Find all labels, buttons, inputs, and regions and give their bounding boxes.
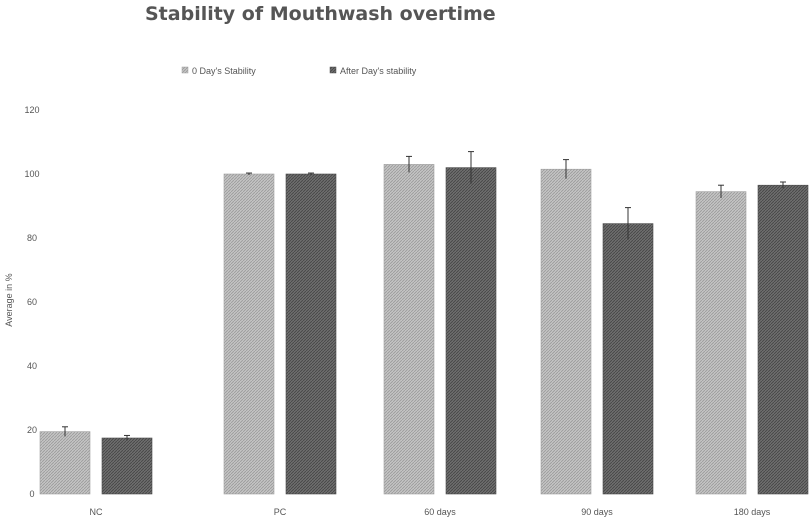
x-tick-label: 90 days	[581, 507, 613, 517]
chart-legend: 0 Day's Stability After Day's stability	[181, 66, 417, 76]
bar	[602, 223, 654, 495]
bar	[540, 168, 592, 495]
y-tick-label: 80	[27, 233, 37, 243]
y-axis-ticks: 0 20 40 60 80 100 120	[24, 105, 39, 499]
y-tick-label: 40	[27, 361, 37, 371]
y-tick-label: 120	[24, 105, 39, 115]
x-tick-label: 180 days	[734, 507, 771, 517]
y-tick-label: 100	[24, 169, 39, 179]
bar	[223, 173, 275, 495]
chart-title: Stability of Mouthwash overtime	[145, 3, 496, 25]
bar	[101, 437, 153, 495]
bar	[695, 191, 747, 495]
x-tick-label: 60 days	[424, 507, 456, 517]
y-tick-label: 20	[27, 425, 37, 435]
legend-swatch	[329, 66, 337, 74]
bar	[383, 164, 435, 495]
legend-swatch	[181, 66, 189, 74]
y-tick-label: 60	[27, 297, 37, 307]
bar	[757, 184, 809, 495]
bar-series	[39, 151, 809, 495]
legend-label: 0 Day's Stability	[192, 66, 256, 76]
legend-label: After Day's stability	[340, 66, 417, 76]
y-tick-label: 0	[29, 489, 34, 499]
x-tick-label: PC	[274, 507, 287, 517]
x-tick-label: NC	[90, 507, 103, 517]
y-axis-label: Average in %	[4, 273, 14, 326]
bar	[445, 167, 497, 495]
bar	[39, 431, 91, 495]
bar	[285, 173, 337, 495]
x-axis-ticks: NC PC 60 days 90 days 180 days	[90, 507, 771, 517]
